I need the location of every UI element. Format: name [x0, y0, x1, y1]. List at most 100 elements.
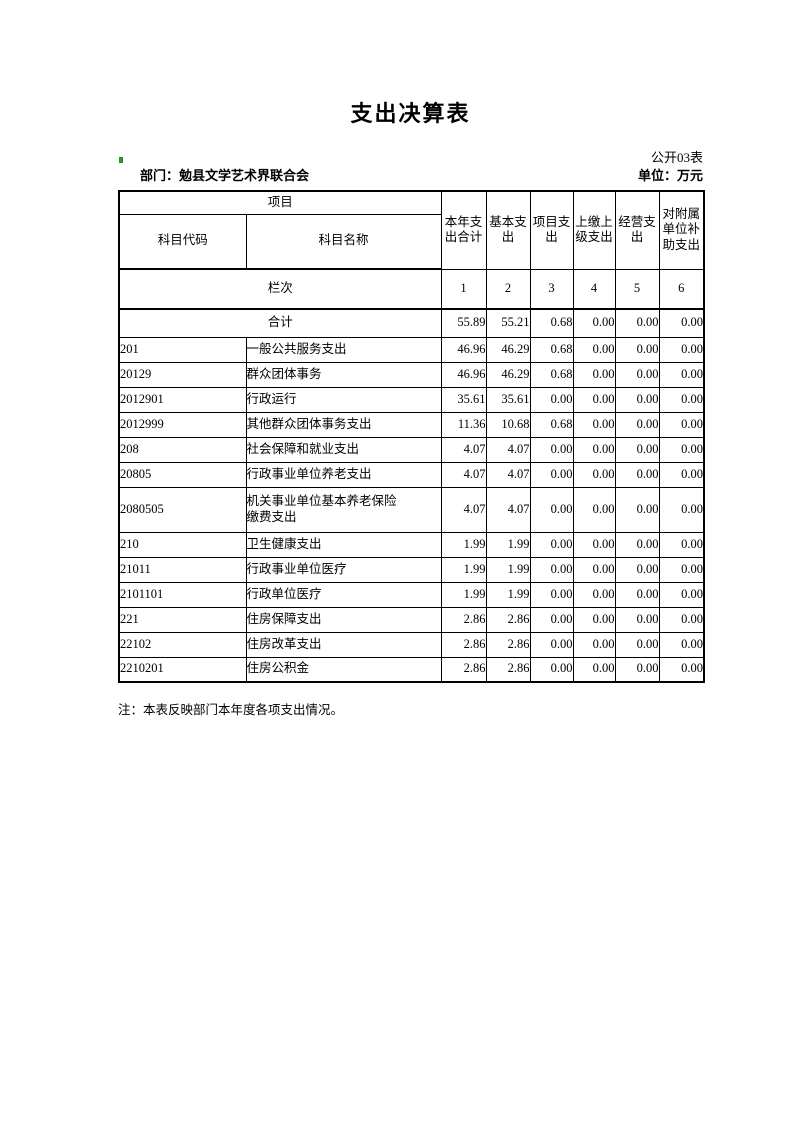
value-cell: 0.00	[572, 461, 616, 488]
header-col-total: 本年支出合计	[440, 190, 487, 270]
value-cell: 0.00	[614, 631, 660, 658]
total-value: 0.68	[529, 308, 574, 338]
header-subject-code: 科目代码	[118, 213, 247, 270]
value-cell: 0.00	[658, 581, 705, 608]
value-cell: 4.07	[485, 461, 531, 488]
value-cell: 0.00	[614, 436, 660, 463]
value-cell: 46.29	[485, 336, 531, 363]
total-row: 合计 55.89 55.21 0.68 0.00 0.00 0.00	[118, 308, 705, 338]
table-row: 208 社会保障和就业支出 4.07 4.07 0.00 0.00 0.00 0.00	[118, 436, 705, 463]
value-cell: 0.00	[614, 556, 660, 583]
subject-name-cell: 行政事业单位医疗	[245, 556, 442, 583]
value-cell: 0.00	[529, 656, 574, 683]
subject-code-cell: 201	[118, 336, 247, 363]
value-cell: 1.99	[440, 556, 487, 583]
value-cell: 0.00	[658, 531, 705, 558]
value-cell: 1.99	[485, 531, 531, 558]
total-value: 0.00	[658, 308, 705, 338]
header-col-operating: 经营支出	[614, 190, 660, 270]
value-cell: 2.86	[485, 656, 531, 683]
value-cell: 0.00	[658, 606, 705, 633]
value-cell: 35.61	[440, 386, 487, 413]
subject-name-cell: 其他群众团体事务支出	[245, 411, 442, 438]
column-index: 5	[614, 268, 660, 310]
value-cell: 0.00	[658, 361, 705, 388]
value-cell: 0.00	[529, 531, 574, 558]
total-value: 0.00	[572, 308, 616, 338]
value-cell: 0.00	[658, 411, 705, 438]
value-cell: 4.07	[485, 486, 531, 533]
value-cell: 1.99	[485, 581, 531, 608]
value-cell: 4.07	[440, 436, 487, 463]
expenditure-table: 项目 本年支出合计 基本支出 项目支出 上缴上级支出 经营支出 对附属单位补助支…	[118, 190, 706, 683]
value-cell: 0.00	[529, 386, 574, 413]
subject-name-cell: 行政运行	[245, 386, 442, 413]
value-cell: 2.86	[485, 606, 531, 633]
table-row: 2012901 行政运行 35.61 35.61 0.00 0.00 0.00 0.00	[118, 386, 705, 413]
value-cell: 0.00	[529, 606, 574, 633]
table-row: 20805 行政事业单位养老支出 4.07 4.07 0.00 0.00 0.00 0.00	[118, 461, 705, 488]
column-index: 6	[658, 268, 705, 310]
subject-code-cell: 208	[118, 436, 247, 463]
value-cell: 4.07	[440, 486, 487, 533]
value-cell: 0.00	[572, 386, 616, 413]
header-row-project: 项目 本年支出合计 基本支出 项目支出 上缴上级支出 经营支出 对附属单位补助支…	[118, 190, 705, 270]
page-title: 支出决算表	[350, 101, 471, 126]
subject-name-cell: 行政单位医疗	[245, 581, 442, 608]
value-cell: 0.00	[529, 461, 574, 488]
department-label: 部门：勉县文学艺术界联合会	[140, 168, 310, 183]
value-cell: 0.00	[572, 531, 616, 558]
subject-code-cell: 20129	[118, 361, 247, 388]
value-cell: 0.00	[614, 336, 660, 363]
value-cell: 0.00	[572, 556, 616, 583]
table-row: 2080505 机关事业单位基本养老保险 缴费支出 4.07 4.07 0.00 0.00…	[118, 486, 705, 533]
subject-code-cell: 221	[118, 606, 247, 633]
value-cell: 0.00	[658, 336, 705, 363]
value-cell: 0.00	[572, 336, 616, 363]
subject-name-cell: 卫生健康支出	[245, 531, 442, 558]
value-cell: 0.00	[529, 581, 574, 608]
column-index-label: 栏次	[118, 268, 442, 310]
value-cell: 1.99	[440, 581, 487, 608]
value-cell: 46.29	[485, 361, 531, 388]
value-cell: 0.00	[572, 606, 616, 633]
table-row: 22102 住房改革支出 2.86 2.86 0.00 0.00 0.00 0.00	[118, 631, 705, 658]
value-cell: 46.96	[440, 361, 487, 388]
value-cell: 0.68	[529, 336, 574, 363]
subject-name-cell: 行政事业单位养老支出	[245, 461, 442, 488]
column-index: 1	[440, 268, 487, 310]
value-cell: 4.07	[440, 461, 487, 488]
subject-code-cell: 21011	[118, 556, 247, 583]
value-cell: 46.96	[440, 336, 487, 363]
table-row: 221 住房保障支出 2.86 2.86 0.00 0.00 0.00 0.00	[118, 606, 705, 633]
value-cell: 1.99	[440, 531, 487, 558]
total-value: 0.00	[614, 308, 660, 338]
value-cell: 0.00	[614, 656, 660, 683]
value-cell: 0.00	[614, 411, 660, 438]
table-row: 210 卫生健康支出 1.99 1.99 0.00 0.00 0.00 0.00	[118, 531, 705, 558]
subject-code-cell: 2210201	[118, 656, 247, 683]
header-col-subsidy: 对附属单位补助支出	[658, 190, 705, 270]
table-row: 20129 群众团体事务 46.96 46.29 0.68 0.00 0.00 0.00	[118, 361, 705, 388]
subject-code-cell: 20805	[118, 461, 247, 488]
total-label: 合计	[118, 308, 442, 338]
value-cell: 10.68	[485, 411, 531, 438]
value-cell: 0.00	[572, 411, 616, 438]
header-col-basic: 基本支出	[485, 190, 531, 270]
value-cell: 2.86	[440, 606, 487, 633]
header-row-subject: 科目代码 科目名称	[118, 213, 704, 270]
value-cell: 11.36	[440, 411, 487, 438]
subject-name-cell: 群众团体事务	[245, 361, 442, 388]
subject-code-cell: 2101101	[118, 581, 247, 608]
value-cell: 0.00	[529, 486, 574, 533]
value-cell: 0.00	[614, 361, 660, 388]
value-cell: 0.00	[614, 461, 660, 488]
value-cell: 0.00	[529, 556, 574, 583]
value-cell: 0.00	[572, 361, 616, 388]
value-cell: 1.99	[485, 556, 531, 583]
total-value: 55.89	[440, 308, 487, 338]
cell-comment-marker-icon	[119, 157, 123, 163]
subject-name-cell: 一般公共服务支出	[245, 336, 442, 363]
value-cell: 0.00	[572, 656, 616, 683]
value-cell: 4.07	[485, 436, 531, 463]
